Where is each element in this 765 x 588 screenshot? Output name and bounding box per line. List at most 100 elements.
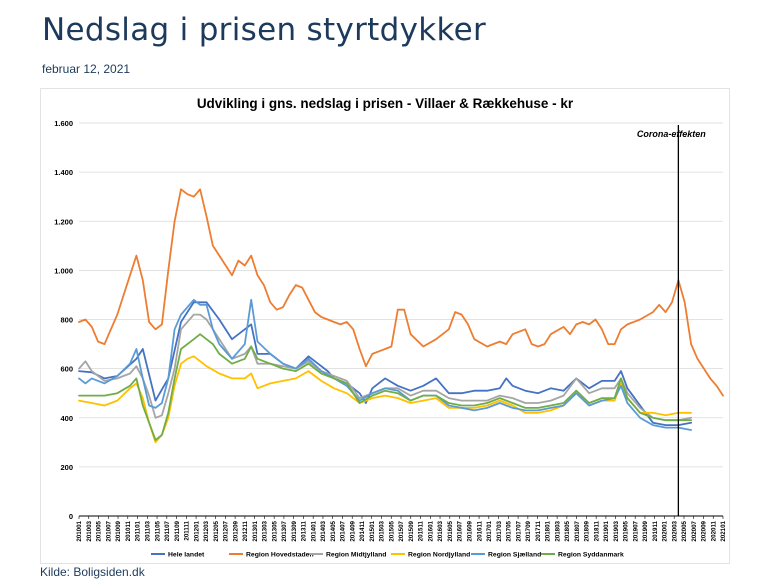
legend-label: Region Nordjylland — [408, 552, 470, 559]
x-tick-label: 202009 — [701, 520, 708, 541]
x-tick-label: 201007 — [105, 520, 112, 541]
chart-container: Udvikling i gns. nedslag i prisen - Vill… — [40, 88, 730, 564]
x-tick-label: 201011 — [125, 520, 132, 541]
x-tick-label: 201405 — [330, 520, 337, 541]
x-tick-label: 201203 — [203, 520, 210, 541]
x-tick-label: 201409 — [349, 520, 356, 541]
series-line-region-sjælland — [78, 298, 692, 431]
x-tick-label: 201205 — [213, 520, 220, 541]
x-tick-label: 201609 — [467, 520, 474, 541]
y-tick-label: 800 — [60, 316, 73, 325]
x-tick-label: 201909 — [642, 520, 649, 541]
line-chart: Udvikling i gns. nedslag i prisen - Vill… — [54, 96, 727, 559]
page-title: Nedslag i prisen styrtdykker — [42, 12, 487, 48]
x-tick-label: 201101 — [135, 520, 142, 541]
legend-item: Region Nordjylland — [391, 552, 470, 559]
corona-annotation: Corona-effekten — [637, 129, 706, 139]
x-tick-label: 201603 — [437, 520, 444, 541]
x-tick-label: 201207 — [223, 520, 230, 541]
x-tick-label: 201303 — [262, 520, 269, 541]
y-tick-label: 400 — [60, 414, 73, 423]
x-tick-label: 201903 — [613, 520, 620, 541]
x-tick-label: 201503 — [379, 520, 386, 541]
legend-item: Region Syddanmark — [541, 552, 624, 559]
x-tick-label: 201211 — [242, 520, 249, 541]
x-tick-label: 202001 — [662, 520, 669, 541]
x-tick-label: 201605 — [447, 520, 454, 541]
x-tick-label: 201311 — [301, 520, 308, 541]
x-tick-label: 201907 — [632, 520, 639, 541]
x-tick-label: 201509 — [408, 520, 415, 541]
x-tick-label: 201009 — [115, 520, 122, 541]
x-tick-label: 201305 — [271, 520, 278, 541]
y-tick-label: 600 — [60, 365, 73, 374]
x-tick-label: 201403 — [320, 520, 327, 541]
series-line-region-midtjylland — [78, 313, 692, 422]
source-credit: Kilde: Boligsiden.dk — [40, 565, 145, 579]
legend-item: Region Midtjylland — [309, 552, 386, 559]
x-tick-label: 201901 — [603, 520, 610, 541]
x-tick-label: 201811 — [593, 520, 600, 541]
x-tick-label: 202003 — [671, 520, 678, 541]
x-tick-label: 201707 — [515, 520, 522, 541]
legend-item: Hele landet — [151, 552, 205, 559]
x-tick-label: 202101 — [720, 520, 727, 541]
x-tick-label: 201801 — [545, 520, 552, 541]
x-tick-label: 201401 — [310, 520, 317, 541]
x-tick-label: 201309 — [291, 520, 298, 541]
x-tick-label: 201001 — [76, 520, 83, 541]
legend-item: Region Hovedstaden — [229, 552, 314, 559]
x-tick-label: 201105 — [154, 520, 161, 541]
x-tick-label: 201703 — [496, 520, 503, 541]
legend-label: Region Sjælland — [488, 552, 541, 559]
chart-title: Udvikling i gns. nedslag i prisen - Vill… — [197, 96, 574, 111]
x-tick-label: 201209 — [232, 520, 239, 541]
x-tick-label: 202005 — [681, 520, 688, 541]
x-tick-label: 201809 — [584, 520, 591, 541]
x-tick-label: 201911 — [652, 520, 659, 541]
x-tick-label: 201807 — [574, 520, 581, 541]
legend-label: Region Midtjylland — [326, 552, 386, 559]
x-tick-label: 201701 — [486, 520, 493, 541]
x-tick-label: 201301 — [252, 520, 259, 541]
x-tick-label: 201711 — [535, 520, 542, 541]
x-tick-label: 201411 — [359, 520, 366, 541]
x-tick-label: 201905 — [623, 520, 630, 541]
y-tick-label: 1.400 — [54, 168, 73, 177]
x-tick-label: 201307 — [281, 520, 288, 541]
x-tick-label: 201505 — [388, 520, 395, 541]
legend-item: Region Sjælland — [471, 552, 541, 559]
series-line-region-syddanmark — [78, 333, 692, 441]
x-tick-label: 201201 — [193, 520, 200, 541]
y-tick-label: 200 — [60, 463, 73, 472]
legend-label: Region Hovedstaden — [246, 552, 314, 559]
legend-label: Region Syddanmark — [558, 552, 624, 559]
x-tick-label: 201107 — [164, 520, 171, 541]
x-tick-label: 201005 — [96, 520, 103, 541]
legend-label: Hele landet — [168, 552, 205, 559]
x-tick-label: 202011 — [710, 520, 717, 541]
y-tick-label: 1.200 — [54, 217, 73, 226]
x-tick-label: 201507 — [398, 520, 405, 541]
y-tick-label: 0 — [69, 512, 73, 521]
x-tick-label: 201511 — [418, 520, 425, 541]
x-tick-label: 201003 — [86, 520, 93, 541]
x-tick-label: 201611 — [476, 520, 483, 541]
x-tick-label: 201805 — [564, 520, 571, 541]
x-tick-label: 201501 — [369, 520, 376, 541]
x-tick-label: 201111 — [184, 520, 191, 540]
x-tick-label: 201607 — [457, 520, 464, 541]
x-tick-label: 201407 — [340, 520, 347, 541]
series-line-hele-landet — [78, 301, 692, 427]
y-tick-label: 1.600 — [54, 119, 73, 128]
x-tick-label: 201709 — [525, 520, 532, 541]
x-tick-label: 201103 — [145, 520, 152, 541]
publish-date: februar 12, 2021 — [42, 62, 131, 76]
x-tick-label: 201803 — [554, 520, 561, 541]
x-tick-label: 202007 — [691, 520, 698, 541]
y-tick-label: 1.000 — [54, 266, 73, 275]
x-tick-label: 201601 — [427, 520, 434, 541]
x-tick-label: 201109 — [174, 520, 181, 541]
x-tick-label: 201705 — [506, 520, 513, 541]
series-line-region-hovedstaden — [78, 188, 724, 397]
